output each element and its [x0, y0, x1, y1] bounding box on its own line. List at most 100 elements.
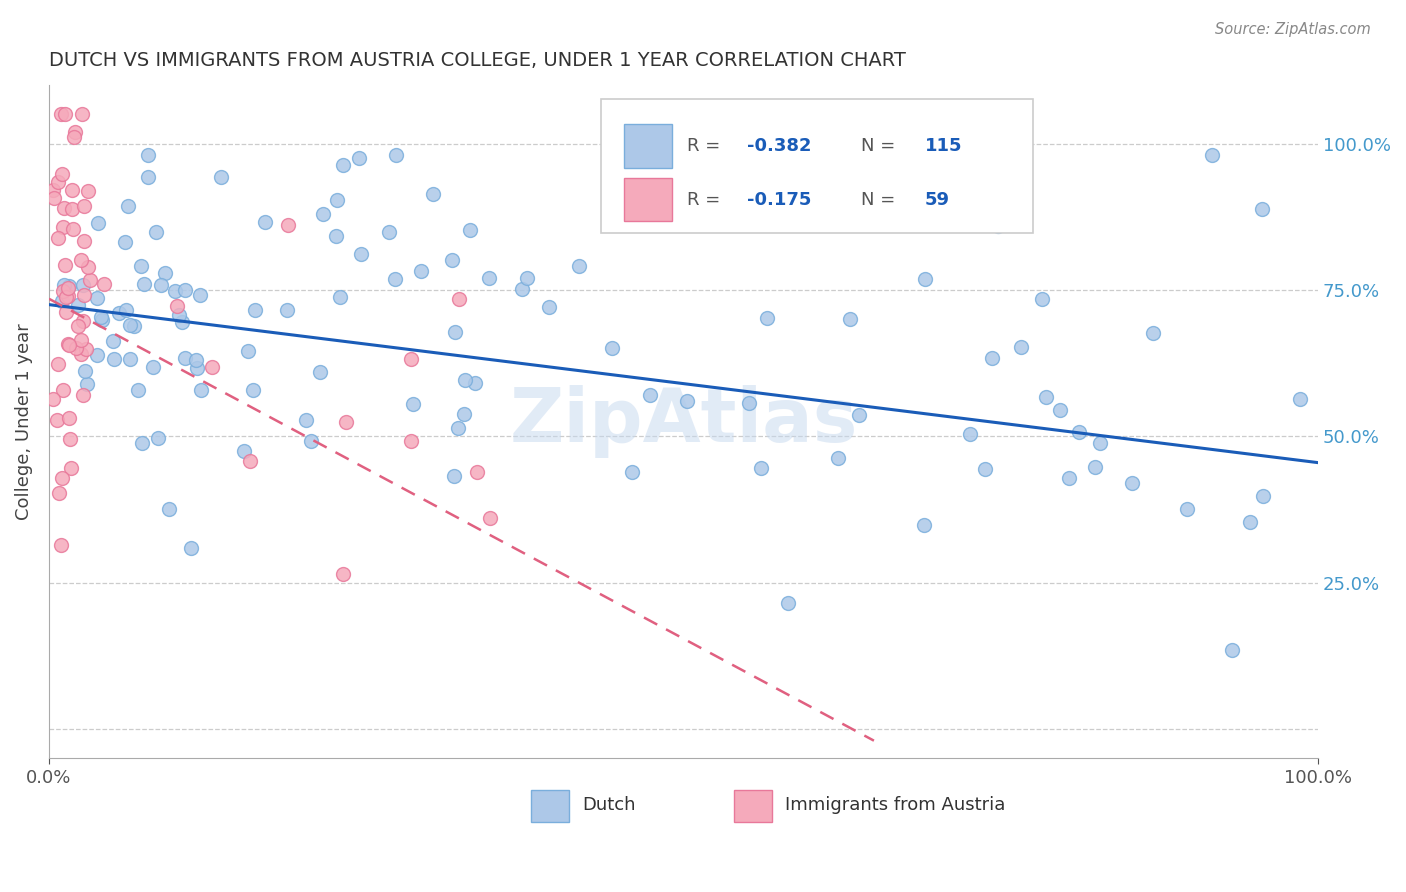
Point	[157, 501, 180, 516]
Point	[620, 465, 643, 479]
Point	[444, 325, 467, 339]
Point	[801, 181, 824, 195]
Point	[188, 287, 211, 301]
Point	[776, 596, 799, 610]
Text: N =: N =	[862, 191, 901, 209]
Point	[77, 260, 100, 274]
Point	[70, 107, 93, 121]
Point	[1142, 326, 1164, 340]
Point	[145, 225, 167, 239]
Point	[441, 252, 464, 267]
Point	[53, 107, 76, 121]
Point	[136, 170, 159, 185]
Point	[169, 308, 191, 322]
Point	[136, 148, 159, 162]
Point	[186, 360, 208, 375]
Point	[122, 319, 145, 334]
Point	[239, 454, 262, 468]
Point	[63, 129, 86, 144]
Point	[756, 310, 779, 325]
Point	[1010, 340, 1032, 354]
Point	[447, 293, 470, 307]
Point	[56, 288, 79, 302]
Point	[53, 258, 76, 272]
Point	[70, 252, 93, 267]
Point	[58, 411, 80, 425]
Point	[73, 364, 96, 378]
Point	[46, 231, 69, 245]
Point	[87, 216, 110, 230]
Point	[190, 383, 212, 397]
Text: 115: 115	[925, 136, 962, 154]
Text: ZipAtlas: ZipAtlas	[509, 385, 858, 458]
Point	[62, 202, 84, 216]
Point	[132, 277, 155, 291]
Text: -0.382: -0.382	[747, 136, 811, 154]
Point	[114, 235, 136, 249]
Point	[65, 341, 87, 355]
Point	[1035, 390, 1057, 404]
Point	[1289, 392, 1312, 406]
Y-axis label: College, Under 1 year: College, Under 1 year	[15, 323, 32, 520]
Point	[172, 315, 194, 329]
Point	[90, 310, 112, 324]
Point	[332, 158, 354, 172]
Point	[848, 408, 870, 422]
Point	[72, 314, 94, 328]
Point	[458, 223, 481, 237]
Point	[58, 337, 80, 351]
Point	[66, 297, 89, 311]
FancyBboxPatch shape	[624, 178, 672, 221]
Point	[67, 318, 90, 333]
Point	[1175, 502, 1198, 516]
Text: 59: 59	[925, 191, 949, 209]
Point	[378, 225, 401, 239]
FancyBboxPatch shape	[734, 790, 772, 822]
Text: Source: ZipAtlas.com: Source: ZipAtlas.com	[1215, 22, 1371, 37]
Point	[52, 219, 75, 234]
Point	[90, 313, 112, 327]
Point	[959, 426, 981, 441]
Text: Dutch: Dutch	[582, 797, 636, 814]
Point	[62, 222, 84, 236]
Point	[53, 201, 76, 215]
Point	[46, 175, 69, 189]
Point	[299, 434, 322, 448]
Point	[209, 170, 232, 185]
Point	[86, 348, 108, 362]
Point	[464, 376, 486, 390]
Point	[115, 302, 138, 317]
Point	[987, 219, 1010, 233]
Point	[233, 443, 256, 458]
Point	[465, 465, 488, 479]
Point	[1084, 460, 1107, 475]
Point	[914, 271, 936, 285]
Point	[51, 471, 73, 485]
Point	[58, 336, 80, 351]
Point	[401, 351, 423, 366]
Point	[384, 272, 406, 286]
Point	[479, 510, 502, 524]
Point	[127, 383, 149, 397]
Point	[1201, 148, 1223, 162]
Point	[59, 461, 82, 475]
Point	[238, 344, 260, 359]
Point	[174, 351, 197, 365]
Point	[120, 318, 142, 332]
Point	[245, 302, 267, 317]
Text: R =: R =	[688, 191, 727, 209]
Point	[70, 347, 93, 361]
Point	[443, 469, 465, 483]
Point	[1069, 425, 1091, 439]
Point	[1049, 402, 1071, 417]
Point	[51, 167, 73, 181]
Point	[738, 396, 761, 410]
Point	[72, 278, 94, 293]
Point	[149, 278, 172, 293]
Point	[385, 148, 408, 162]
Point	[86, 291, 108, 305]
Point	[422, 186, 444, 201]
Point	[60, 183, 83, 197]
Point	[1121, 476, 1143, 491]
Point	[59, 432, 82, 446]
